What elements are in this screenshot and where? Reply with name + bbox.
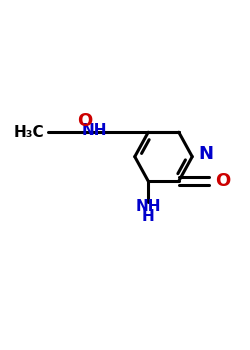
Text: NH: NH <box>136 199 161 215</box>
Text: NH: NH <box>81 124 107 139</box>
Text: H₃C: H₃C <box>14 125 44 140</box>
Text: H: H <box>142 209 154 224</box>
Text: N: N <box>198 145 213 163</box>
Text: O: O <box>77 112 92 130</box>
Text: O: O <box>215 172 230 190</box>
